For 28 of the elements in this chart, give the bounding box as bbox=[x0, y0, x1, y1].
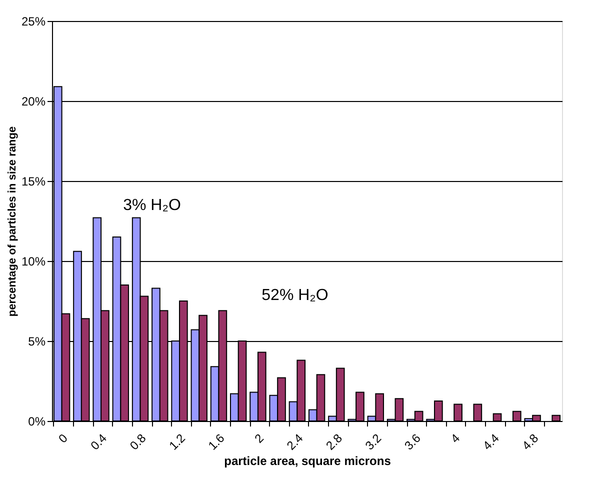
annotation: 52% H₂O bbox=[262, 287, 328, 304]
x-tick-label: 2 bbox=[252, 430, 267, 446]
y-tick-label: 15% bbox=[21, 174, 46, 188]
x-tick-label: 3.6 bbox=[402, 430, 424, 453]
bar bbox=[473, 404, 482, 422]
x-tick-label: 2.4 bbox=[284, 430, 306, 453]
bar bbox=[512, 410, 522, 422]
x-tick-label: 1.2 bbox=[166, 430, 188, 453]
x-tick-label: 3.2 bbox=[362, 430, 384, 453]
x-tick-label: 4.8 bbox=[519, 430, 542, 453]
y-tick-label: 20% bbox=[21, 94, 46, 108]
bar bbox=[552, 414, 561, 422]
bar bbox=[454, 404, 462, 422]
x-tick-label: 0.4 bbox=[88, 430, 110, 453]
x-axis-title: particle area, square microns bbox=[224, 454, 392, 468]
y-tick-label: 5% bbox=[28, 334, 46, 348]
x-tick-label: 4.4 bbox=[480, 430, 502, 453]
y-tick-label: 10% bbox=[21, 254, 46, 268]
x-tick-label: 1.6 bbox=[206, 430, 228, 453]
annotation: 3% H₂O bbox=[123, 197, 181, 214]
x-tick-label: 4 bbox=[448, 430, 463, 446]
x-tick-label: 2.8 bbox=[323, 430, 346, 453]
y-tick-label: 25% bbox=[21, 14, 46, 28]
y-axis-title: percentage of particles in size range bbox=[6, 126, 18, 317]
bar bbox=[492, 413, 502, 422]
x-tick-label: 0.8 bbox=[127, 430, 149, 453]
x-tick-label: 0 bbox=[56, 430, 71, 446]
y-tick-label: 0% bbox=[28, 414, 46, 428]
